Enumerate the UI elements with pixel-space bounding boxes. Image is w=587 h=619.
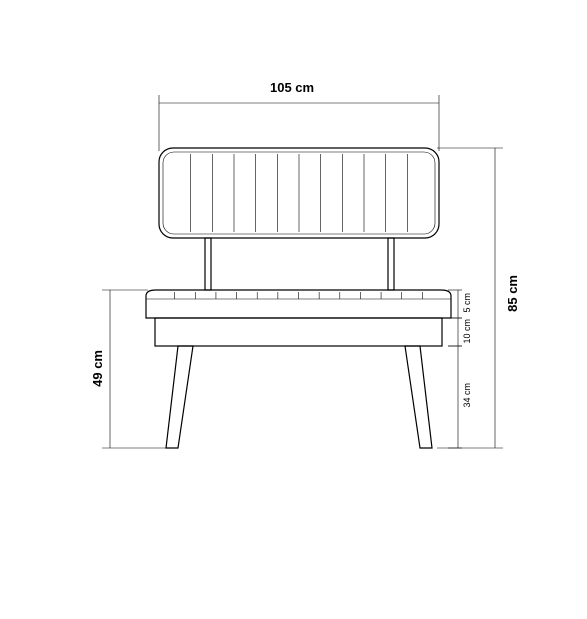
dim-apron: 10 cm [462, 319, 472, 344]
diagram-container: 105 cm 85 cm 49 cm 5 cm 10 cm 34 cm [0, 0, 587, 619]
dim-height-right: 85 cm [505, 275, 520, 312]
dim-leg: 34 cm [462, 383, 472, 408]
dim-width-top: 105 cm [270, 80, 314, 95]
dim-height-left: 49 cm [90, 350, 105, 387]
dim-seat-top: 5 cm [462, 293, 472, 313]
